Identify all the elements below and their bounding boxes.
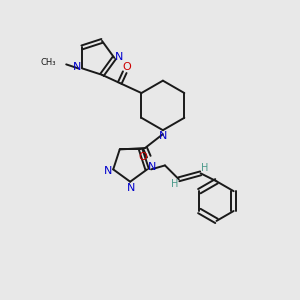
Text: N: N [148, 162, 156, 172]
Text: O: O [138, 152, 147, 162]
Text: N: N [104, 167, 112, 176]
Text: N: N [73, 62, 81, 72]
Text: N: N [159, 131, 167, 141]
Text: H: H [171, 179, 178, 189]
Text: N: N [115, 52, 124, 62]
Text: O: O [123, 62, 132, 72]
Text: H: H [201, 164, 208, 173]
Text: CH₃: CH₃ [41, 58, 56, 67]
Text: N: N [127, 183, 135, 193]
